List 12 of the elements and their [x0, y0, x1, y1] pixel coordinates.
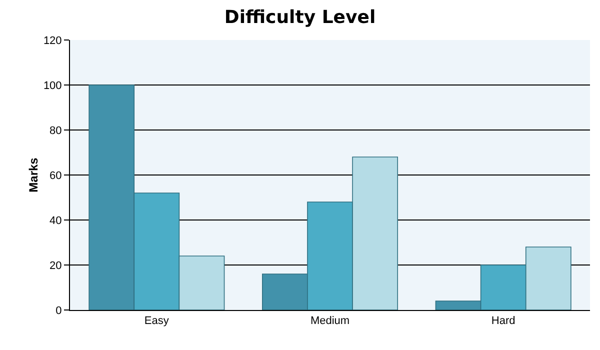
y-axis-title: Marks [26, 157, 41, 192]
y-tick-label: 120 [43, 34, 62, 47]
x-tick-label: Hard [491, 315, 516, 328]
y-tick-label: 60 [50, 170, 62, 182]
y-tick-label: 0 [56, 304, 62, 317]
y-tick-label: 80 [50, 124, 62, 137]
chart-title: Difficulty Level [224, 7, 376, 28]
y-tick-label: 100 [43, 80, 62, 92]
x-tick-label: Easy [144, 315, 170, 328]
y-tick-label: 40 [50, 214, 62, 227]
y-tick-label: 20 [50, 260, 62, 272]
x-tick-label: Medium [310, 315, 350, 328]
